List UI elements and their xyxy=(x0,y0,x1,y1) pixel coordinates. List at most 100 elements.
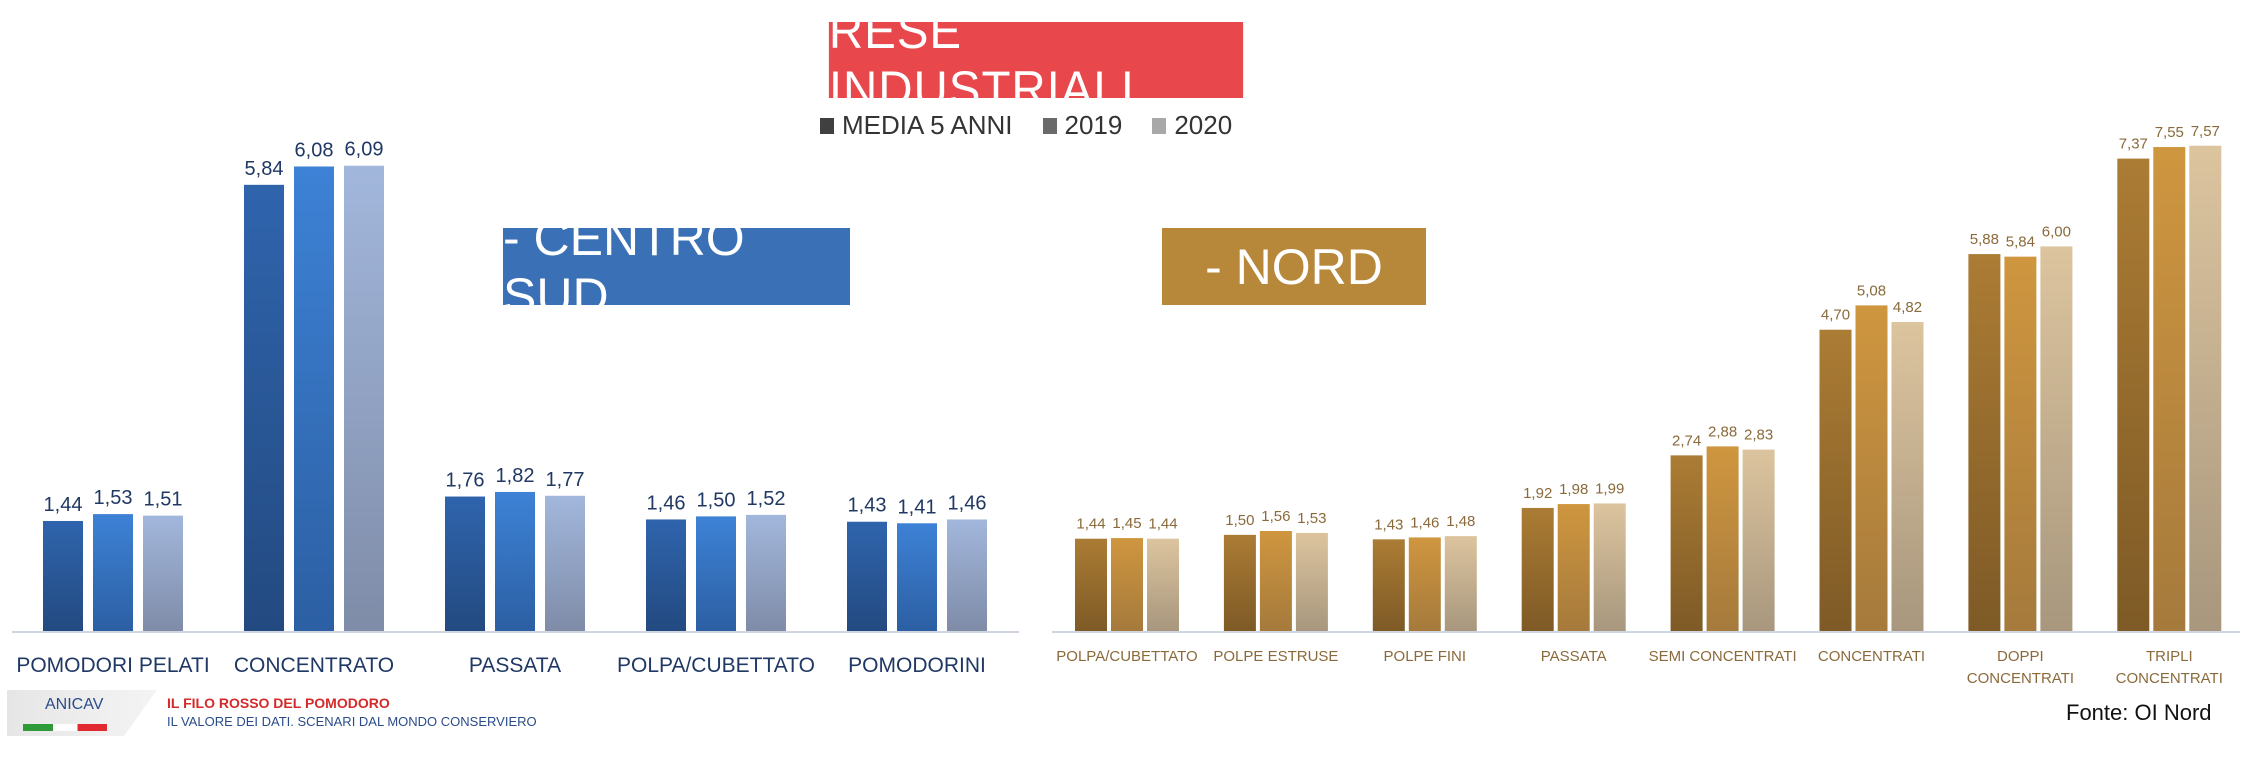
category-label: POLPE FINI xyxy=(1384,648,1467,665)
data-label: 1,53 xyxy=(1297,510,1326,527)
nord-title: - NORD xyxy=(1162,228,1426,305)
data-label: 7,55 xyxy=(2155,124,2184,141)
legend-label: MEDIA 5 ANNI xyxy=(842,110,1013,140)
data-label: 5,84 xyxy=(2006,234,2035,251)
bar-2019 xyxy=(2004,256,2037,631)
data-label: 6,08 xyxy=(295,139,334,161)
data-label: 5,84 xyxy=(245,158,284,180)
data-label: 6,00 xyxy=(2042,223,2071,240)
bar-2020 xyxy=(2189,145,2222,631)
data-label: 1,44 xyxy=(1148,516,1177,533)
data-label: 1,46 xyxy=(647,492,686,514)
category-label: CONCENTRATI xyxy=(2116,670,2223,687)
data-label: 1,53 xyxy=(94,487,133,509)
bar-2020 xyxy=(1295,532,1328,631)
centro-sud-title: - CENTRO SUD xyxy=(503,210,850,324)
bar-2020 xyxy=(545,495,585,631)
bar-media-5-anni xyxy=(43,520,83,631)
data-label: 1,99 xyxy=(1595,480,1624,497)
bar-2020 xyxy=(1891,322,1924,631)
data-label: 1,41 xyxy=(898,496,937,518)
bar-2019 xyxy=(897,523,937,631)
bar-2019 xyxy=(495,491,535,631)
data-label: 1,43 xyxy=(848,495,887,517)
legend-item: 2019 xyxy=(1042,110,1123,141)
bar-media-5-anni xyxy=(847,521,887,631)
data-label: 1,52 xyxy=(747,488,786,510)
bar-media-5-anni xyxy=(2117,158,2150,631)
data-label: 6,09 xyxy=(345,139,384,161)
data-label: 1,92 xyxy=(1523,485,1552,502)
data-label: 2,88 xyxy=(1708,423,1737,440)
category-label: POLPE ESTRUSE xyxy=(1213,648,1338,665)
bar-2019 xyxy=(93,514,133,631)
data-label: 1,98 xyxy=(1559,481,1588,498)
footer: ANICAV IL FILO ROSSO DEL POMODORO IL VAL… xyxy=(7,690,567,736)
bar-2019 xyxy=(1408,537,1441,631)
data-label: 2,74 xyxy=(1672,432,1701,449)
data-label: 7,37 xyxy=(2119,136,2148,153)
data-label: 4,70 xyxy=(1821,307,1850,324)
bar-2020 xyxy=(1742,449,1775,631)
category-label: DOPPI xyxy=(1997,648,2044,665)
data-label: 1,50 xyxy=(697,489,736,511)
source-note: Fonte: OI Nord xyxy=(2066,700,2212,725)
category-label: CONCENTRATI xyxy=(1818,648,1925,665)
category-label: CONCENTRATI xyxy=(1967,670,2074,687)
legend-swatch xyxy=(1042,117,1057,134)
legend-swatch xyxy=(820,117,834,134)
bar-media-5-anni xyxy=(1372,539,1405,631)
bar-media-5-anni xyxy=(244,184,284,631)
data-label: 1,76 xyxy=(446,470,485,492)
data-label: 1,46 xyxy=(948,492,987,514)
bar-2019 xyxy=(1706,446,1739,631)
bar-media-5-anni xyxy=(1968,254,2001,632)
bar-2020 xyxy=(143,515,183,631)
legend-swatch xyxy=(1152,117,1167,134)
main-title: RESE INDUSTRIALI xyxy=(828,3,1244,117)
category-label: PASSATA xyxy=(469,654,561,677)
bar-2019 xyxy=(1557,504,1590,631)
data-label: 5,08 xyxy=(1857,282,1886,299)
bar-media-5-anni xyxy=(445,496,485,631)
data-label: 1,56 xyxy=(1261,508,1290,525)
bar-2020 xyxy=(1147,538,1179,631)
bar-2020 xyxy=(947,519,987,631)
data-label: 4,82 xyxy=(1893,299,1922,316)
data-label: 1,44 xyxy=(1076,516,1105,533)
category-label: SEMI CONCENTRATI xyxy=(1649,648,1797,665)
bar-2020 xyxy=(1593,503,1626,631)
bar-media-5-anni xyxy=(646,519,686,631)
bar-media-5-anni xyxy=(1223,534,1256,631)
legend: MEDIA 5 ANNI 2019 2020 xyxy=(820,110,1232,141)
data-label: 1,46 xyxy=(1410,514,1439,531)
bar-media-5-anni xyxy=(1670,455,1703,631)
bar-2020 xyxy=(746,514,786,631)
bar-media-5-anni xyxy=(1819,329,1852,631)
logo-text: ANICAV xyxy=(45,696,104,713)
category-label: POMODORINI xyxy=(848,654,986,677)
bar-2020 xyxy=(2040,246,2073,631)
category-label: POMODORI PELATI xyxy=(16,654,209,677)
category-label: POLPA/CUBETTATO xyxy=(617,654,815,677)
italian-flag-icon xyxy=(23,724,107,731)
category-label: POLPA/CUBETTATO xyxy=(1056,648,1197,665)
data-label: 1,77 xyxy=(546,469,585,491)
footer-subline: IL VALORE DEI DATI. SCENARI DAL MONDO CO… xyxy=(167,714,537,729)
data-label: 1,50 xyxy=(1225,512,1254,529)
bar-2019 xyxy=(1111,538,1143,631)
data-label: 1,82 xyxy=(496,465,535,487)
bar-media-5-anni xyxy=(1075,538,1107,631)
bar-2019 xyxy=(696,516,736,631)
data-label: 5,88 xyxy=(1970,231,1999,248)
bar-2019 xyxy=(294,166,334,631)
legend-item: MEDIA 5 ANNI xyxy=(820,110,1013,141)
bar-2019 xyxy=(2153,147,2186,632)
footer-headline: IL FILO ROSSO DEL POMODORO xyxy=(167,695,390,711)
bar-2019 xyxy=(1855,305,1888,631)
data-label: 7,57 xyxy=(2191,123,2220,140)
data-label: 1,48 xyxy=(1446,513,1475,530)
data-label: 1,45 xyxy=(1112,515,1141,532)
legend-label: 2019 xyxy=(1064,110,1123,140)
